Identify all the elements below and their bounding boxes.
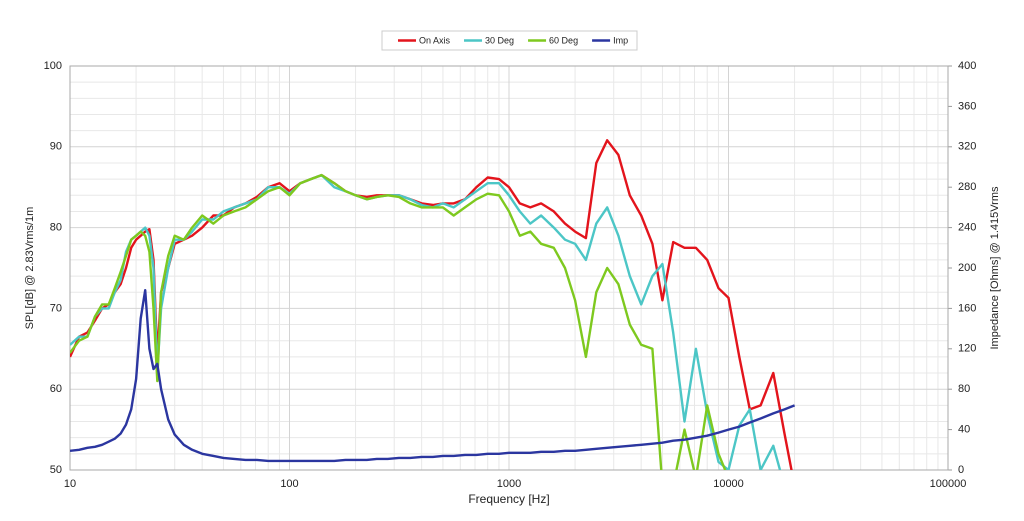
y2-axis-label: Impedance [Ohms] @ 1.415Vrms (989, 186, 1001, 349)
y-tick-label: 90 (50, 141, 62, 153)
x-tick-label: 1000 (497, 478, 521, 490)
x-tick-label: 100 (280, 478, 298, 490)
y-tick-label: 80 (50, 222, 62, 234)
y2-tick-label: 40 (958, 424, 970, 436)
legend-box (381, 30, 638, 51)
plot-frame (69, 65, 949, 471)
x-axis-label: Frequency [Hz] (468, 492, 549, 506)
y-tick-label: 60 (50, 383, 62, 395)
series-line (70, 173, 727, 470)
y2-tick-label: 400 (958, 60, 976, 72)
legend-label: 60 Deg (549, 35, 578, 45)
x-tick-label: 100000 (930, 478, 967, 490)
y2-tick-label: 200 (958, 262, 976, 274)
y-tick-label: 50 (50, 464, 62, 476)
legend-label: On Axis (419, 35, 451, 45)
y-tick-label: 70 (50, 302, 62, 314)
y2-tick-label: 160 (958, 302, 976, 314)
legend-label: Imp (613, 35, 628, 45)
plot-area (70, 139, 796, 470)
x-tick-label: 10000 (713, 478, 744, 490)
x-tick-label: 10 (64, 478, 76, 490)
y-axis-label: SPL[dB] @ 2.83Vrms/1m (24, 207, 36, 330)
y2-tick-label: 280 (958, 181, 976, 193)
y2-tick-label: 360 (958, 100, 976, 112)
series-line (70, 289, 796, 463)
y-tick-label: 100 (44, 60, 62, 72)
y2-tick-label: 80 (958, 383, 970, 395)
y2-tick-label: 240 (958, 222, 976, 234)
legend-label: 30 Deg (485, 35, 514, 45)
y2-tick-label: 120 (958, 343, 976, 355)
y2-tick-label: 0 (958, 464, 964, 476)
y2-tick-label: 320 (958, 141, 976, 153)
